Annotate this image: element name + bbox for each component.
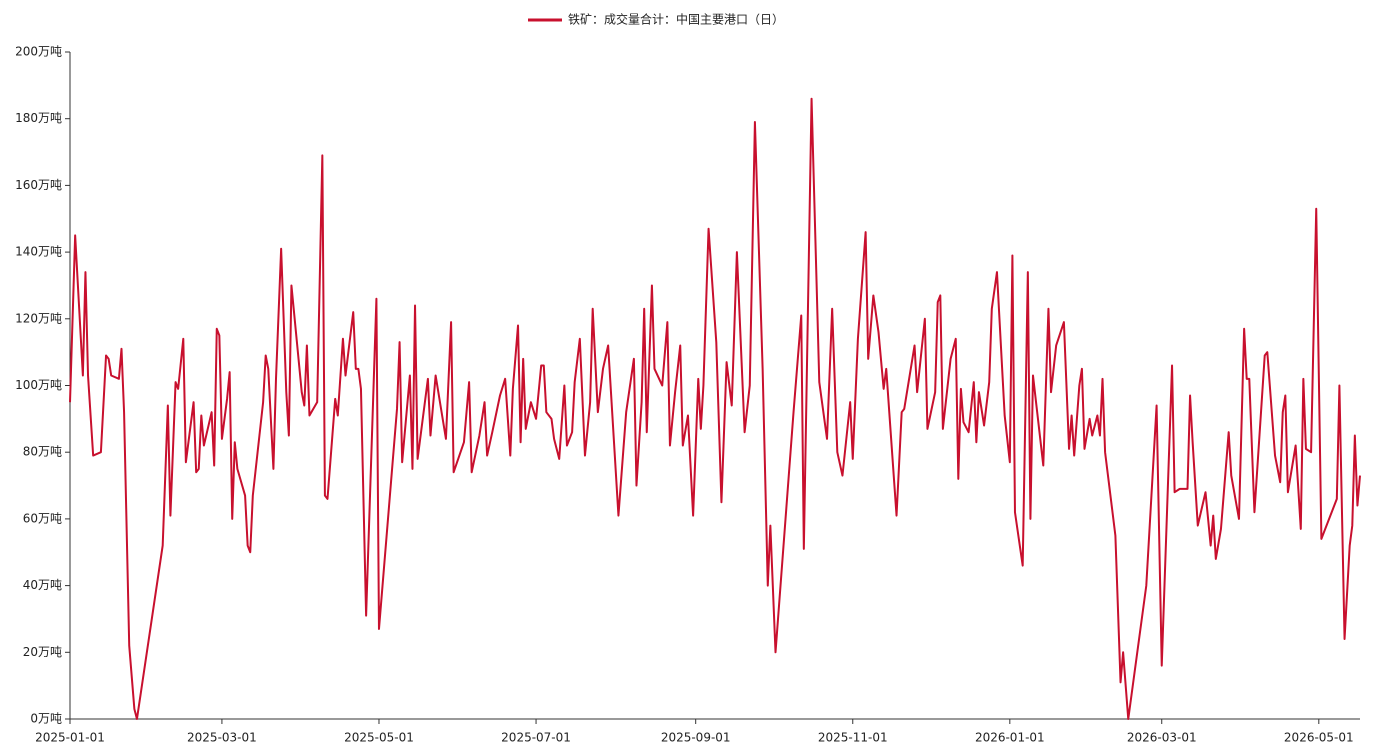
y-tick-label: 200万吨 xyxy=(15,45,62,59)
y-tick-label: 40万吨 xyxy=(23,578,62,592)
y-tick-label: 140万吨 xyxy=(15,245,62,259)
y-tick-label: 100万吨 xyxy=(15,378,62,392)
y-tick-label: 160万吨 xyxy=(15,178,62,192)
x-tick-label: 2026-05-01 xyxy=(1284,731,1354,745)
y-tick-label: 80万吨 xyxy=(23,445,62,459)
x-tick-label: 2025-09-01 xyxy=(661,731,731,745)
x-tick-label: 2026-01-01 xyxy=(975,731,1045,745)
x-tick-label: 2026-03-01 xyxy=(1127,731,1197,745)
y-tick-label: 180万吨 xyxy=(15,111,62,125)
x-tick-label: 2025-05-01 xyxy=(344,731,414,745)
x-tick-label: 2025-03-01 xyxy=(187,731,257,745)
data-line xyxy=(69,97,1361,720)
y-tick-label: 60万吨 xyxy=(23,511,62,525)
x-tick-label: 2025-07-01 xyxy=(501,731,571,745)
x-tick-label: 2025-11-01 xyxy=(818,731,888,745)
x-tick-label: 2025-01-01 xyxy=(35,731,105,745)
y-tick-label: 120万吨 xyxy=(15,311,62,325)
y-tick-label: 0万吨 xyxy=(30,712,62,726)
y-tick-label: 20万吨 xyxy=(23,645,62,659)
legend-label: 铁矿：成交量合计：中国主要港口（日） xyxy=(568,12,784,27)
